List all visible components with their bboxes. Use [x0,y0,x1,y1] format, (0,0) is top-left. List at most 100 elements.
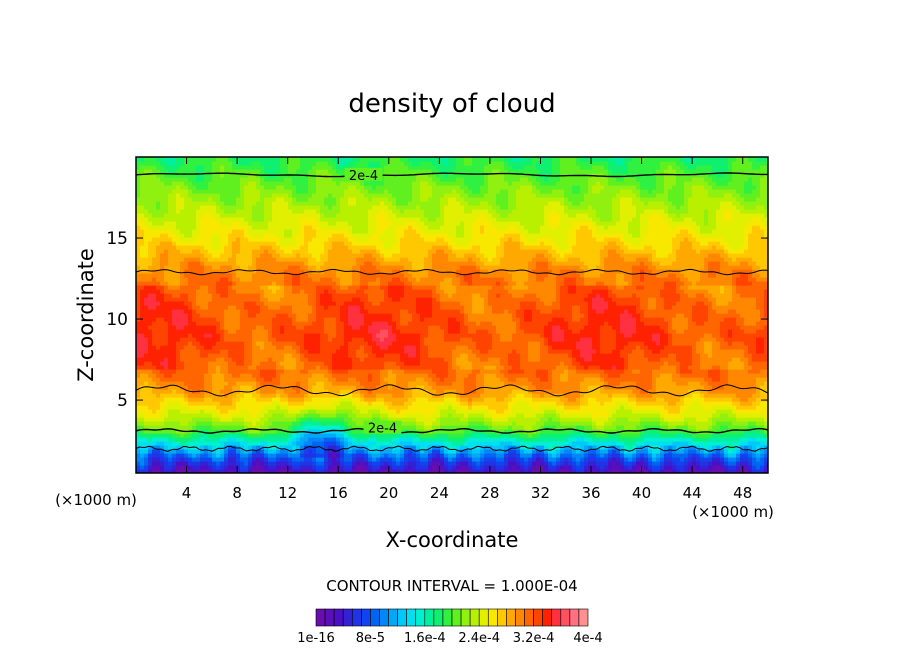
contour-cell [140,465,145,470]
contour-cell [160,425,165,430]
contour-cell [244,381,249,386]
contour-cell [512,469,517,473]
contour-cell [668,441,673,446]
contour-cell [716,437,721,442]
contour-cell [420,425,425,430]
contour-cell [760,465,765,470]
contour-cell [344,445,349,450]
contour-cell [276,353,281,358]
contour-cell [196,377,201,382]
contour-cell [256,417,261,422]
contour-cell [456,393,461,398]
contour-cell [484,469,489,473]
contour-cell [712,421,717,426]
contour-cell [640,425,645,430]
contour-cell [396,437,401,442]
contour-cell [540,401,545,406]
contour-cell [336,365,341,370]
contour-cell [352,457,357,462]
contour-cell [256,393,261,398]
contour-cell [404,389,409,394]
contour-cell [400,429,405,434]
contour-cell [144,453,149,458]
contour-cell [420,441,425,446]
contour-cell [444,449,449,454]
contour-cell [376,405,381,410]
contour-cell [304,457,309,462]
contour-cell [424,377,429,382]
contour-cell [676,441,681,446]
contour-cell [360,357,365,362]
contour-cell [320,437,325,442]
contour-cell [652,405,657,410]
contour-cell [492,413,497,418]
contour-cell [764,365,768,370]
contour-cell [240,373,245,378]
contour-cell [712,429,717,434]
contour-cell [600,421,605,426]
contour-cell [288,397,293,402]
contour-cell [160,433,165,438]
contour-cell [216,413,221,418]
contour-cell [380,349,385,354]
contour-cell [356,401,361,406]
contour-cell [300,437,305,442]
contour-cell [324,381,329,386]
contour-cell [760,401,765,406]
contour-cell [664,437,669,442]
contour-cell [204,373,209,378]
contour-cell [376,437,381,442]
contour-cell [484,461,489,466]
contour-cell [508,397,513,402]
contour-cell [320,421,325,426]
contour-cell [356,465,361,470]
contour-cell [540,433,545,438]
contour-cell [212,357,217,362]
contour-cell [316,453,321,458]
contour-cell [684,361,689,366]
contour-cell [484,353,489,358]
contour-cell [472,409,477,414]
contour-cell [660,437,665,442]
contour-cell [308,417,313,422]
contour-cell [292,433,297,438]
contour-cell [192,357,197,362]
contour-cell [536,469,541,473]
contour-cell [456,345,461,350]
contour-cell [652,373,657,378]
contour-cell [348,429,353,434]
contour-cell [356,429,361,434]
contour-cell [484,433,489,438]
contour-cell [680,413,685,418]
contour-cell [728,349,733,354]
contour-cell [296,417,301,422]
contour-cell [560,441,565,446]
contour-cell [548,393,553,398]
contour-cell [460,405,465,410]
contour-cell [252,369,257,374]
contour-cell [228,405,233,410]
contour-cell [728,385,733,390]
contour-cell [404,401,409,406]
contour-cell [500,401,505,406]
contour-cell [196,413,201,418]
contour-cell [296,357,301,362]
contour-cell [332,441,337,446]
contour-cell [188,381,193,386]
contour-cell [456,405,461,410]
contour-cell [260,393,265,398]
contour-cell [568,405,573,410]
contour-cell [532,425,537,430]
contour-cell [708,385,713,390]
contour-cell [720,457,725,462]
contour-cell [684,389,689,394]
contour-cell [340,453,345,458]
contour-cell [304,373,309,378]
contour-cell [336,357,341,362]
contour-cell [296,365,301,370]
contour-cell [376,393,381,398]
contour-cell [504,405,509,410]
contour-cell [540,425,545,430]
contour-cell [640,397,645,402]
contour-cell [360,361,365,366]
